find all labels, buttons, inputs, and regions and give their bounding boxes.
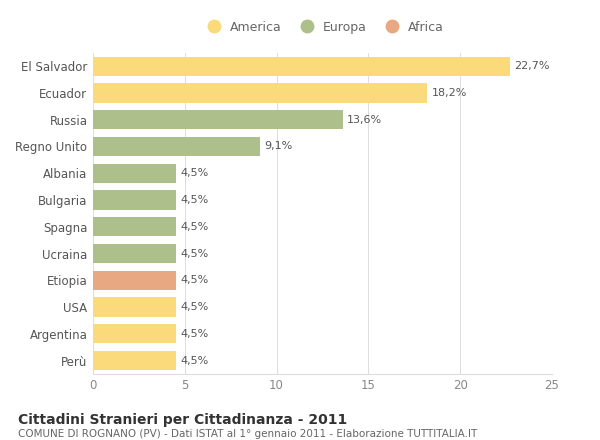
Bar bbox=[93, 137, 260, 156]
Bar bbox=[93, 57, 510, 76]
Text: 4,5%: 4,5% bbox=[180, 356, 208, 366]
Text: 22,7%: 22,7% bbox=[514, 61, 550, 71]
Bar bbox=[93, 191, 176, 209]
Text: 18,2%: 18,2% bbox=[432, 88, 467, 98]
Text: 4,5%: 4,5% bbox=[180, 275, 208, 285]
Bar bbox=[93, 217, 176, 236]
Bar bbox=[93, 271, 176, 290]
Bar bbox=[93, 164, 176, 183]
Bar bbox=[93, 351, 176, 370]
Bar bbox=[93, 110, 343, 129]
Text: 4,5%: 4,5% bbox=[180, 195, 208, 205]
Bar bbox=[93, 244, 176, 263]
Text: 13,6%: 13,6% bbox=[347, 115, 382, 125]
Legend: America, Europa, Africa: America, Europa, Africa bbox=[201, 21, 444, 33]
Text: 4,5%: 4,5% bbox=[180, 302, 208, 312]
Bar bbox=[93, 324, 176, 344]
Text: 4,5%: 4,5% bbox=[180, 329, 208, 339]
Text: 9,1%: 9,1% bbox=[265, 142, 293, 151]
Text: Cittadini Stranieri per Cittadinanza - 2011: Cittadini Stranieri per Cittadinanza - 2… bbox=[18, 413, 347, 427]
Text: COMUNE DI ROGNANO (PV) - Dati ISTAT al 1° gennaio 2011 - Elaborazione TUTTITALIA: COMUNE DI ROGNANO (PV) - Dati ISTAT al 1… bbox=[18, 429, 477, 439]
Text: 4,5%: 4,5% bbox=[180, 222, 208, 232]
Text: 4,5%: 4,5% bbox=[180, 168, 208, 178]
Text: 4,5%: 4,5% bbox=[180, 249, 208, 259]
Bar bbox=[93, 83, 427, 103]
Bar bbox=[93, 297, 176, 317]
